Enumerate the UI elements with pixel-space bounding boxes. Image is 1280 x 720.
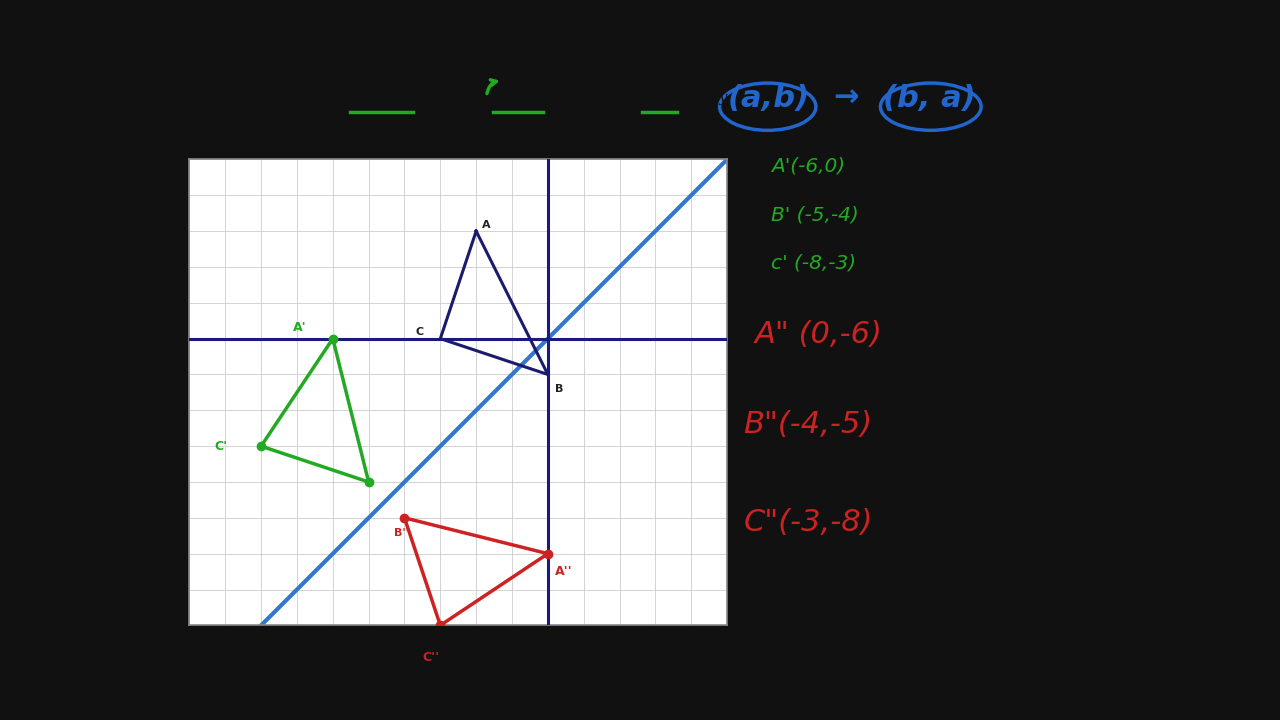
Text: A: A bbox=[481, 220, 490, 230]
Text: B"(-4,-5): B"(-4,-5) bbox=[744, 410, 873, 439]
Text: C'': C'' bbox=[422, 651, 439, 664]
Text: →: → bbox=[833, 84, 859, 113]
Text: B'': B'' bbox=[394, 528, 408, 538]
Text: (b, a): (b, a) bbox=[883, 84, 975, 113]
Text: and reflect in the line y = x .: and reflect in the line y = x . bbox=[556, 91, 767, 104]
Text: A': A' bbox=[293, 321, 307, 335]
Text: c' (-8,-3): c' (-8,-3) bbox=[771, 254, 856, 273]
Text: More Examples:  Sketch the image of the indicated glide reflection, make sure to: More Examples: Sketch the image of the i… bbox=[191, 28, 845, 42]
Text: (a,b): (a,b) bbox=[727, 84, 809, 113]
Text: B: B bbox=[556, 384, 563, 395]
Text: C': C' bbox=[215, 440, 228, 453]
Text: B' (-5,-4): B' (-5,-4) bbox=[771, 205, 859, 225]
Text: transformations in the correct order.: transformations in the correct order. bbox=[191, 60, 463, 73]
Text: 1.)  Translate triangle ABC: 1.) Translate triangle ABC bbox=[191, 91, 390, 105]
Text: A'': A'' bbox=[556, 565, 572, 578]
Text: A'(-6,0): A'(-6,0) bbox=[771, 157, 845, 176]
Text: C: C bbox=[415, 327, 424, 337]
Text: C"(-3,-8): C"(-3,-8) bbox=[744, 508, 873, 536]
Text: A" (0,-6): A" (0,-6) bbox=[755, 320, 882, 349]
Text: (−4,−3): (−4,−3) bbox=[495, 91, 554, 104]
